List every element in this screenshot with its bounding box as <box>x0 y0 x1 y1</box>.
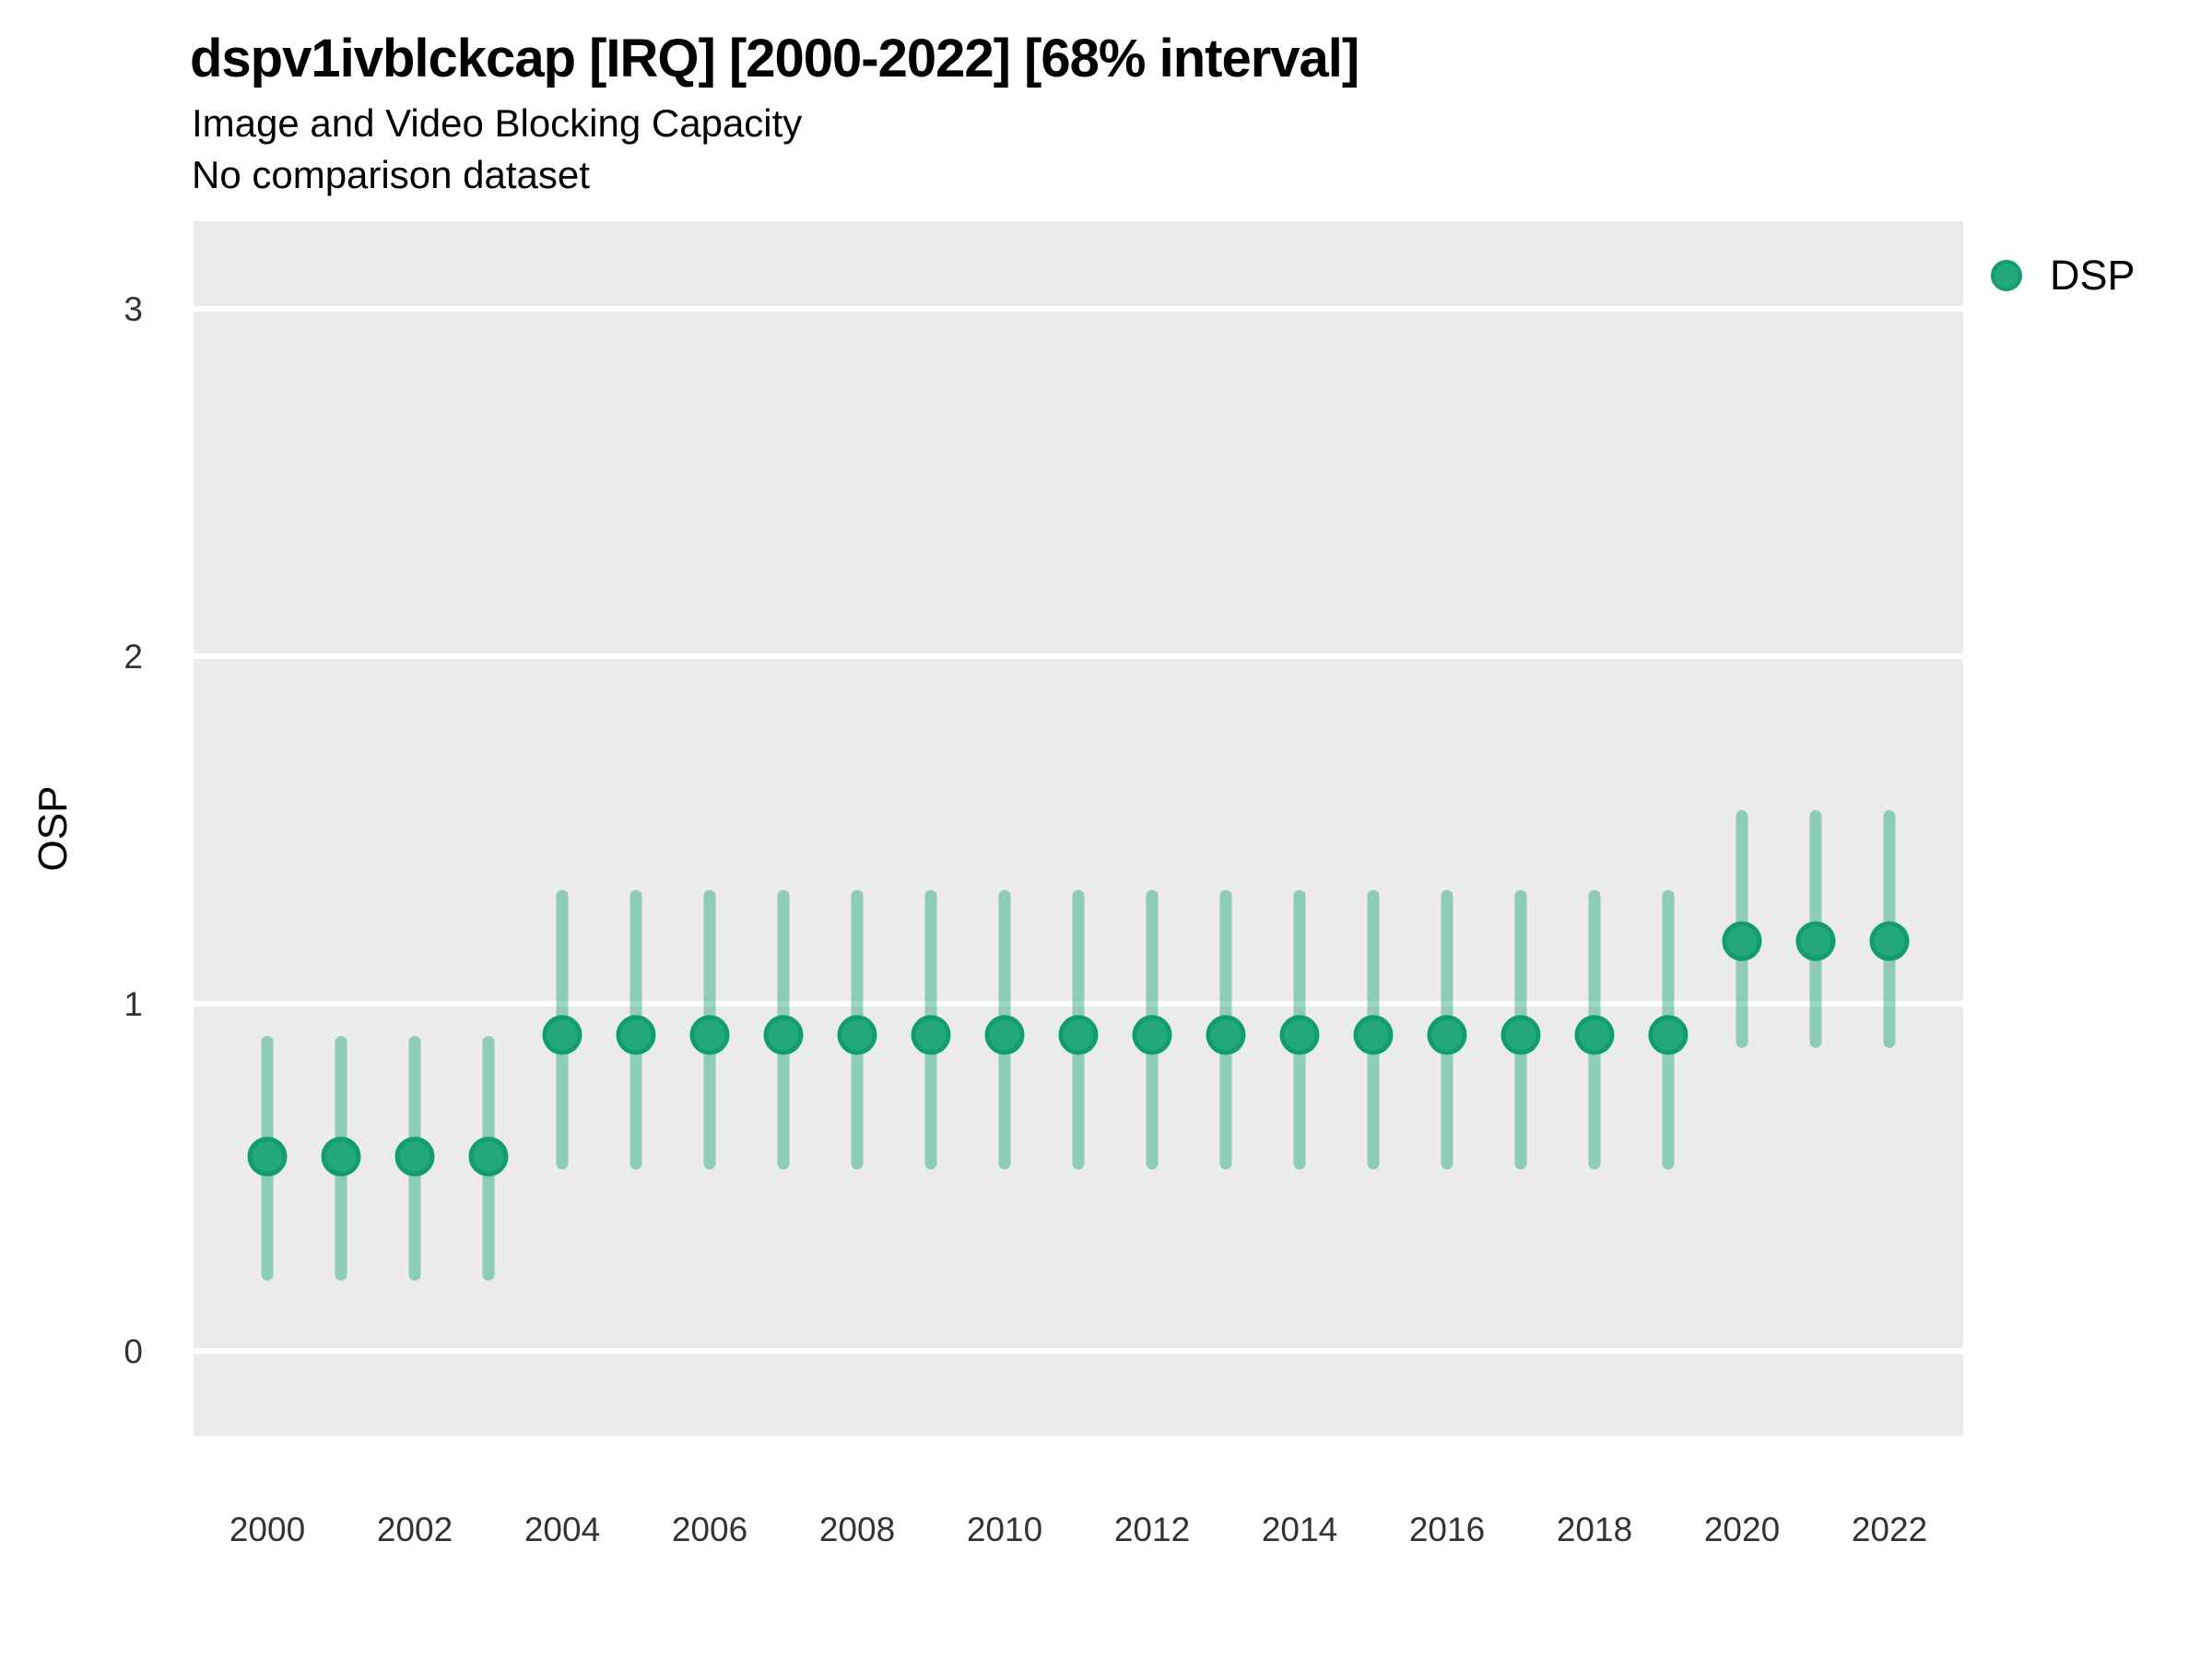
x-tick-label: 2010 <box>967 1511 1042 1548</box>
point-2008 <box>837 1015 877 1055</box>
x-tick-label: 2016 <box>1409 1511 1485 1548</box>
x-tick-label: 2014 <box>1262 1511 1337 1548</box>
legend-dot-dsp <box>1991 259 2022 291</box>
point-2011 <box>1058 1015 1099 1055</box>
point-2004 <box>542 1015 582 1055</box>
point-2018 <box>1574 1015 1615 1055</box>
y-tick-label: 3 <box>124 290 143 328</box>
point-2017 <box>1500 1015 1541 1055</box>
y-tick-label: 1 <box>124 985 143 1023</box>
chart-title: dspv1ivblckcap [IRQ] [2000-2022] [68% in… <box>190 29 1359 88</box>
panel-background <box>194 221 1963 1436</box>
point-2007 <box>763 1015 804 1055</box>
point-2019 <box>1648 1015 1688 1055</box>
point-2012 <box>1132 1015 1172 1055</box>
x-tick-label: 2000 <box>229 1511 305 1548</box>
point-2020 <box>1722 921 1762 961</box>
point-2015 <box>1353 1015 1394 1055</box>
x-tick-label: 2012 <box>1114 1511 1190 1548</box>
point-2013 <box>1206 1015 1246 1055</box>
point-2001 <box>321 1136 361 1177</box>
x-tick-label: 2002 <box>377 1511 453 1548</box>
y-tick-label: 0 <box>124 1333 143 1371</box>
point-2006 <box>689 1015 730 1055</box>
y-tick-label: 2 <box>124 638 143 676</box>
point-2009 <box>911 1015 951 1055</box>
point-2003 <box>468 1136 509 1177</box>
x-tick-label: 2008 <box>819 1511 895 1548</box>
x-tick-label: 2022 <box>1852 1511 1927 1548</box>
point-2005 <box>616 1015 656 1055</box>
point-2016 <box>1427 1015 1467 1055</box>
point-2010 <box>984 1015 1025 1055</box>
x-tick-label: 2006 <box>672 1511 747 1548</box>
legend-label-dsp: DSP <box>2050 252 2136 299</box>
point-2000 <box>247 1136 288 1177</box>
chart-subtitle: Image and Video Blocking Capacity <box>192 101 803 145</box>
point-2022 <box>1869 921 1910 961</box>
point-2014 <box>1279 1015 1320 1055</box>
chart-subtitle-note: No comparison dataset <box>192 153 590 196</box>
x-tick-label: 2020 <box>1704 1511 1780 1548</box>
legend: DSP <box>1991 254 2136 296</box>
x-tick-label: 2004 <box>524 1511 600 1548</box>
point-2002 <box>394 1136 435 1177</box>
x-tick-label: 2018 <box>1557 1511 1632 1548</box>
point-2021 <box>1795 921 1836 961</box>
